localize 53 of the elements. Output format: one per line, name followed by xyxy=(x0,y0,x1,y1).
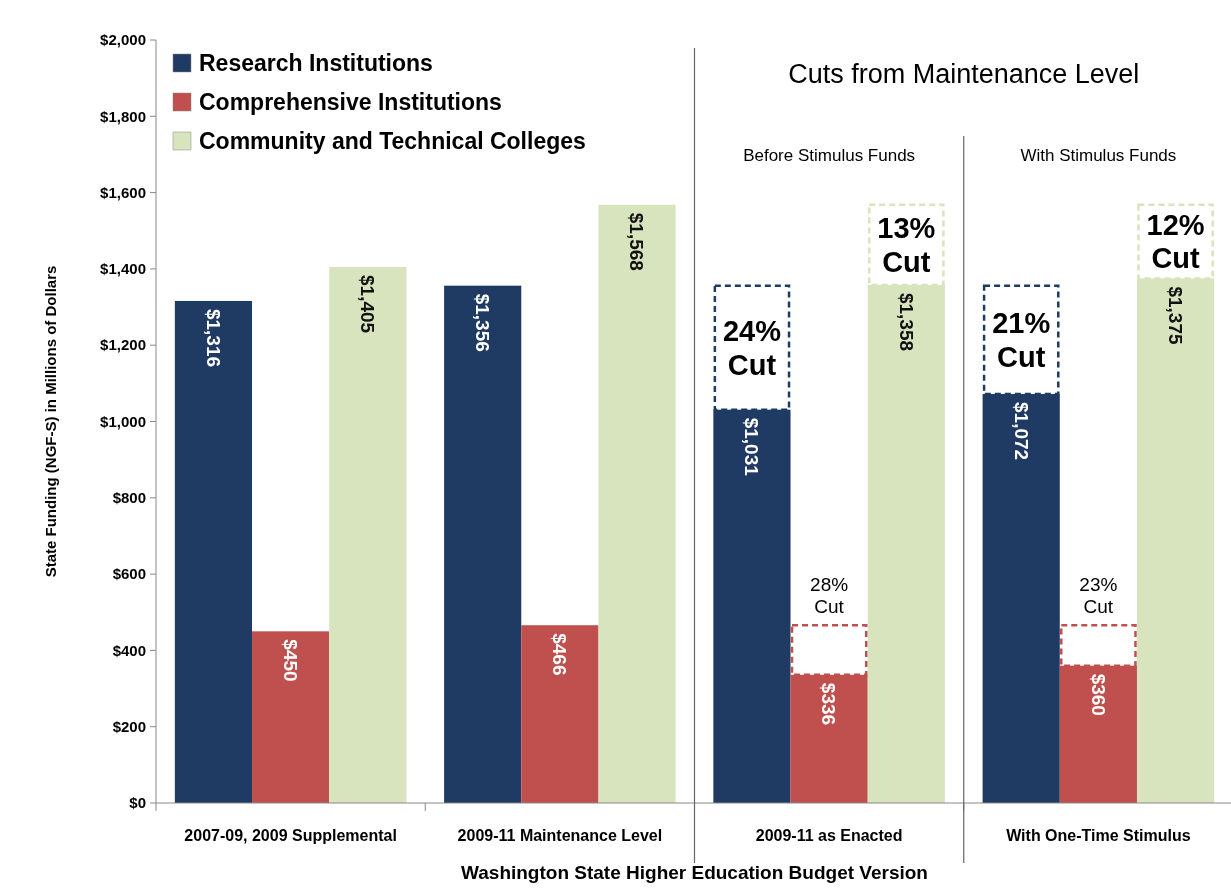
x-tick-label: 2009-11 as Enacted xyxy=(755,827,903,844)
data-label: $1,356 xyxy=(472,293,494,352)
y-tick-label: $1,000 xyxy=(100,412,146,430)
bar xyxy=(252,631,330,803)
data-label: $1,031 xyxy=(741,417,763,477)
data-label: $1,375 xyxy=(1164,286,1186,345)
bar xyxy=(174,300,253,803)
y-tick-label: $1,600 xyxy=(100,183,146,201)
annotation: 23% Cut xyxy=(1079,574,1118,618)
annotation: Cuts from Maintenance Level xyxy=(788,59,1140,89)
y-axis-title: State Funding (NGF-S) in Millions of Dollars xyxy=(42,265,59,578)
x-tick-label: With One-Time Stimulus xyxy=(1006,827,1191,844)
bar xyxy=(713,409,791,803)
annotation: Before Stimulus Funds xyxy=(743,146,916,165)
y-tick-label: $1,800 xyxy=(100,107,146,125)
bar xyxy=(598,204,676,803)
data-label: $1,316 xyxy=(202,308,224,368)
y-tick-label: $0 xyxy=(129,794,146,812)
y-tick-label: $200 xyxy=(112,717,146,735)
bar xyxy=(521,625,599,803)
bar xyxy=(1136,278,1215,803)
annotation: 24% Cut xyxy=(722,315,782,381)
data-label: $1,072 xyxy=(1010,402,1032,461)
data-label: $1,405 xyxy=(357,274,379,334)
y-tick-label: $1,400 xyxy=(100,260,146,278)
y-tick-label: $800 xyxy=(112,489,146,507)
x-axis-title: Washington State Higher Education Budget Version xyxy=(461,862,928,883)
bar xyxy=(1059,665,1137,803)
legend-label: Community and Technical Colleges xyxy=(199,128,586,155)
data-label: $1,358 xyxy=(895,292,917,352)
bar xyxy=(329,266,407,803)
legend-label: Comprehensive Institutions xyxy=(199,89,502,116)
x-tick-label: 2009-11 Maintenance Level xyxy=(457,827,663,844)
bar xyxy=(867,284,945,803)
y-tick-label: $400 xyxy=(112,641,146,659)
y-tick-label: $600 xyxy=(112,565,146,583)
data-label: $466 xyxy=(549,633,571,676)
annotation: 12% Cut xyxy=(1146,209,1205,275)
y-tick-label: $1,200 xyxy=(100,336,146,354)
data-label: $1,568 xyxy=(626,212,648,271)
bar xyxy=(790,674,868,803)
annotation: 13% Cut xyxy=(877,212,936,278)
bar xyxy=(444,285,522,803)
x-tick-label: 2007-09, 2009 Supplemental xyxy=(184,827,397,844)
bar xyxy=(982,394,1060,803)
y-tick-label: $2,000 xyxy=(100,31,146,49)
legend-label: Research Institutions xyxy=(199,50,433,77)
annotation: 21% Cut xyxy=(992,307,1051,373)
annotation: 28% Cut xyxy=(810,574,849,618)
data-label: $360 xyxy=(1087,673,1109,716)
annotation: With Stimulus Funds xyxy=(1020,146,1177,165)
data-label: $336 xyxy=(818,682,840,726)
data-label: $450 xyxy=(279,639,301,682)
